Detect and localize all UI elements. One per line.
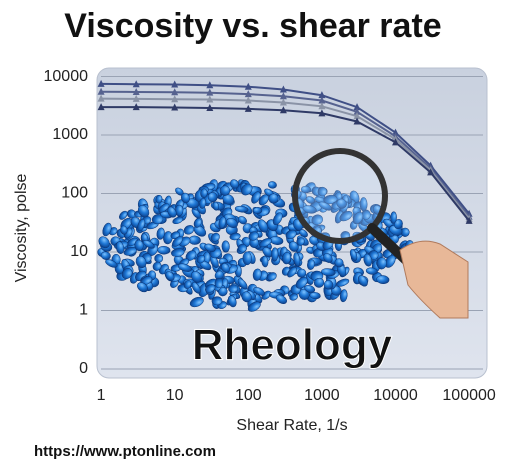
pellet [215,278,223,288]
overlay-text: Rheology [192,321,393,370]
pellet [253,207,262,214]
x-tick-label: 100000 [442,387,495,404]
y-tick-label: 0 [79,360,88,377]
y-tick-label: 10000 [44,68,89,85]
y-axis-label: Viscosity, polse [13,174,30,283]
source-url: https://www.ptonline.com [34,443,216,460]
x-tick-label: 1 [97,387,106,404]
y-tick-label: 10 [70,243,88,260]
x-tick-label: 100 [235,387,262,404]
y-tick-label: 100 [61,185,88,202]
x-tick-label: 1000 [304,387,340,404]
x-tick-label: 10000 [373,387,418,404]
pellet [222,241,230,253]
y-tick-label: 1000 [52,126,88,143]
x-axis-label: Shear Rate, 1/s [236,417,347,434]
pellet [271,248,278,262]
y-tick-label: 1 [79,302,88,319]
x-tick-label: 10 [166,387,184,404]
pellet [243,252,252,265]
chart-title: Viscosity vs. shear rate [64,7,441,45]
chart: Viscosity vs. shear rate Rheology Viscos… [0,0,506,462]
pellet [158,246,171,254]
